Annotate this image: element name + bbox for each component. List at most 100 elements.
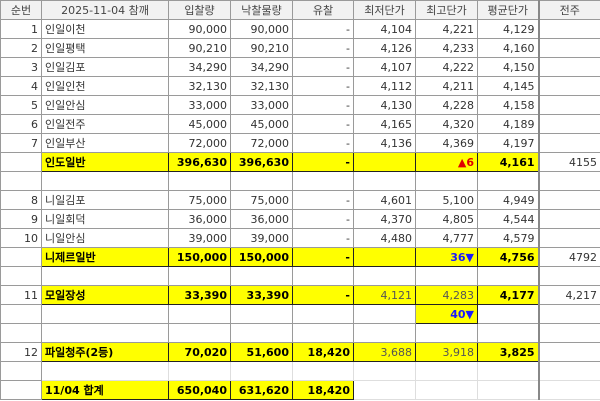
min-price-cell[interactable]: 4,104 <box>353 19 416 39</box>
prev-week-cell[interactable] <box>537 228 600 248</box>
won-volume-cell[interactable]: 51,600 <box>230 342 293 362</box>
min-price-cell[interactable] <box>353 380 416 400</box>
max-price-cell[interactable]: 40▼ <box>415 304 478 324</box>
min-price-cell[interactable]: 4,112 <box>353 76 416 96</box>
min-price-cell[interactable] <box>353 266 416 286</box>
avg-price-cell[interactable] <box>477 323 539 343</box>
avg-price-cell[interactable] <box>477 380 539 400</box>
won-volume-cell[interactable]: 33,390 <box>230 285 293 305</box>
won-volume-cell[interactable]: 45,000 <box>230 114 293 134</box>
min-price-cell[interactable]: 4,165 <box>353 114 416 134</box>
max-price-cell[interactable]: 4,228 <box>415 95 478 115</box>
bid-volume-cell[interactable]: 90,000 <box>168 19 231 39</box>
avg-price-cell[interactable]: 4,579 <box>477 228 539 248</box>
avg-price-cell[interactable]: 4,150 <box>477 57 539 77</box>
prev-week-cell[interactable]: 4,217 <box>537 285 600 305</box>
prev-week-cell[interactable] <box>537 19 600 39</box>
header-max-price-cell[interactable]: 최고단가 <box>415 0 478 20</box>
bid-volume-cell[interactable]: 70,020 <box>168 342 231 362</box>
min-price-cell[interactable] <box>353 247 416 267</box>
failed-volume-cell[interactable]: - <box>292 228 354 248</box>
name-cell[interactable]: 모일장성 <box>41 285 169 305</box>
bid-volume-cell[interactable] <box>168 304 231 324</box>
prev-week-cell[interactable] <box>537 114 600 134</box>
avg-price-cell[interactable]: 4,177 <box>477 285 539 305</box>
prev-week-cell[interactable] <box>537 171 600 191</box>
name-cell[interactable]: 인일안심 <box>41 95 169 115</box>
max-price-cell[interactable]: 4,283 <box>415 285 478 305</box>
row-number-cell[interactable]: 8 <box>0 190 42 210</box>
min-price-cell[interactable]: 4,370 <box>353 209 416 229</box>
min-price-cell[interactable]: 4,107 <box>353 57 416 77</box>
prev-week-cell[interactable] <box>537 380 600 400</box>
row-number-cell[interactable]: 2 <box>0 38 42 58</box>
avg-price-cell[interactable]: 4,756 <box>477 247 539 267</box>
max-price-cell[interactable]: 4,233 <box>415 38 478 58</box>
failed-volume-cell[interactable]: - <box>292 152 354 172</box>
name-cell[interactable]: 니제르일반 <box>41 247 169 267</box>
min-price-cell[interactable] <box>353 304 416 324</box>
max-price-cell[interactable] <box>415 266 478 286</box>
failed-volume-cell[interactable]: 18,420 <box>292 380 354 400</box>
name-cell[interactable]: 파일청주(2등) <box>41 342 169 362</box>
max-price-cell[interactable]: 4,320 <box>415 114 478 134</box>
max-price-cell[interactable] <box>415 380 478 400</box>
row-number-cell[interactable]: 6 <box>0 114 42 134</box>
avg-price-cell[interactable]: 4,544 <box>477 209 539 229</box>
min-price-cell[interactable]: 4,136 <box>353 133 416 153</box>
prev-week-cell[interactable] <box>537 190 600 210</box>
bid-volume-cell[interactable]: 39,000 <box>168 228 231 248</box>
won-volume-cell[interactable] <box>230 171 293 191</box>
row-number-cell[interactable]: 4 <box>0 76 42 96</box>
bid-volume-cell[interactable]: 90,210 <box>168 38 231 58</box>
bid-volume-cell[interactable]: 34,290 <box>168 57 231 77</box>
won-volume-cell[interactable]: 75,000 <box>230 190 293 210</box>
bid-volume-cell[interactable]: 33,390 <box>168 285 231 305</box>
failed-volume-cell[interactable] <box>292 323 354 343</box>
name-cell[interactable]: 니일김포 <box>41 190 169 210</box>
name-cell[interactable] <box>41 171 169 191</box>
won-volume-cell[interactable]: 150,000 <box>230 247 293 267</box>
max-price-cell[interactable]: 4,211 <box>415 76 478 96</box>
header-avg-price-cell[interactable]: 평균단가 <box>477 0 539 20</box>
avg-price-cell[interactable] <box>477 266 539 286</box>
row-number-cell[interactable]: 5 <box>0 95 42 115</box>
max-price-cell[interactable]: 36▼ <box>415 247 478 267</box>
bid-volume-cell[interactable] <box>168 171 231 191</box>
prev-week-cell[interactable] <box>537 76 600 96</box>
avg-price-cell[interactable]: 4,129 <box>477 19 539 39</box>
name-cell[interactable]: 인일이천 <box>41 19 169 39</box>
won-volume-cell[interactable] <box>230 323 293 343</box>
prev-week-cell[interactable] <box>537 38 600 58</box>
failed-volume-cell[interactable]: - <box>292 57 354 77</box>
name-cell[interactable]: 니일회덕 <box>41 209 169 229</box>
prev-week-cell[interactable] <box>537 209 600 229</box>
prev-week-cell[interactable] <box>537 95 600 115</box>
name-cell[interactable] <box>41 304 169 324</box>
avg-price-cell[interactable]: 4,160 <box>477 38 539 58</box>
header-name-cell[interactable]: 2025-11-04 참깨 <box>41 0 169 20</box>
row-number-cell[interactable] <box>0 323 42 343</box>
max-price-cell[interactable] <box>415 323 478 343</box>
prev-week-cell[interactable] <box>537 133 600 153</box>
failed-volume-cell[interactable]: - <box>292 95 354 115</box>
failed-volume-cell[interactable]: - <box>292 76 354 96</box>
min-price-cell[interactable] <box>353 361 416 381</box>
header-min-price-cell[interactable]: 최저단가 <box>353 0 416 20</box>
prev-week-cell[interactable]: 4792 <box>537 247 600 267</box>
failed-volume-cell[interactable] <box>292 304 354 324</box>
row-number-cell[interactable]: 10 <box>0 228 42 248</box>
header-prev-week-cell[interactable]: 전주 <box>537 0 600 20</box>
name-cell[interactable]: 인일인천 <box>41 76 169 96</box>
row-number-cell[interactable] <box>0 304 42 324</box>
max-price-cell[interactable]: 4,221 <box>415 19 478 39</box>
row-number-cell[interactable]: 7 <box>0 133 42 153</box>
avg-price-cell[interactable]: 4,949 <box>477 190 539 210</box>
row-number-cell[interactable]: 9 <box>0 209 42 229</box>
name-cell[interactable] <box>41 266 169 286</box>
avg-price-cell[interactable] <box>477 171 539 191</box>
max-price-cell[interactable]: 4,222 <box>415 57 478 77</box>
bid-volume-cell[interactable]: 75,000 <box>168 190 231 210</box>
max-price-cell[interactable]: 3,918 <box>415 342 478 362</box>
bid-volume-cell[interactable] <box>168 266 231 286</box>
